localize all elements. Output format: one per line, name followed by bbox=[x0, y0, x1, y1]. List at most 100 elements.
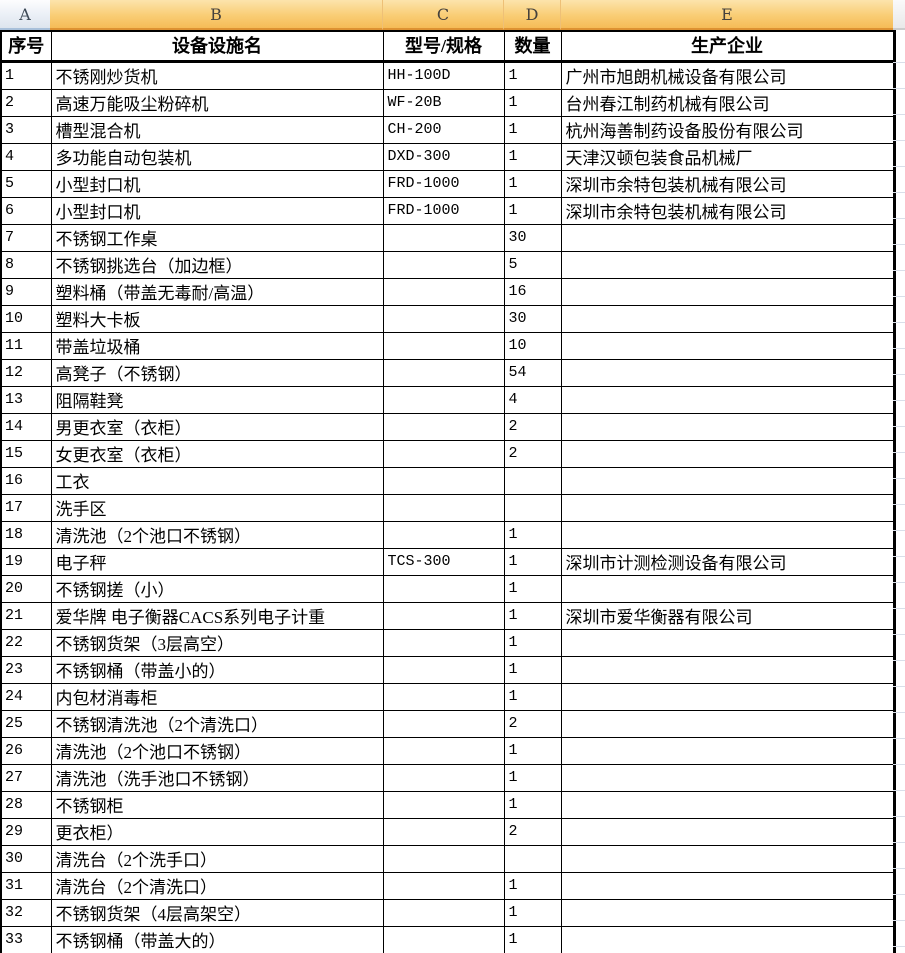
cell-model[interactable]: HH-100D bbox=[382, 61, 505, 90]
cell-model[interactable] bbox=[382, 278, 505, 306]
cell-serial[interactable]: 10 bbox=[0, 305, 52, 333]
cell-name[interactable]: 不锈钢桶（带盖大的） bbox=[50, 926, 384, 953]
cell-name[interactable]: 洗手区 bbox=[50, 494, 384, 522]
cell-model[interactable] bbox=[382, 359, 505, 387]
cell-serial[interactable]: 1 bbox=[0, 61, 52, 90]
cell-qty[interactable] bbox=[503, 494, 562, 522]
cell-name[interactable]: 内包材消毒柜 bbox=[50, 683, 384, 711]
cell-manufacturer[interactable] bbox=[560, 791, 895, 819]
header-cell-name[interactable]: 设备设施名 bbox=[50, 30, 384, 63]
cell-serial[interactable]: 27 bbox=[0, 764, 52, 792]
cell-model[interactable] bbox=[382, 521, 505, 549]
cell-model[interactable] bbox=[382, 413, 505, 441]
cell-qty[interactable]: 1 bbox=[503, 143, 562, 171]
cell-serial[interactable]: 3 bbox=[0, 116, 52, 144]
cell-model[interactable] bbox=[382, 818, 505, 846]
cell-name[interactable]: 不锈钢货架（3层高空） bbox=[50, 629, 384, 657]
cell-qty[interactable]: 1 bbox=[503, 575, 562, 603]
cell-manufacturer[interactable] bbox=[560, 764, 895, 792]
cell-qty[interactable]: 1 bbox=[503, 926, 562, 953]
cell-model[interactable] bbox=[382, 629, 505, 657]
cell-serial[interactable]: 25 bbox=[0, 710, 52, 738]
cell-manufacturer[interactable]: 深圳市余特包装机械有限公司 bbox=[560, 170, 895, 198]
cell-qty[interactable]: 1 bbox=[503, 683, 562, 711]
cell-qty[interactable]: 1 bbox=[503, 872, 562, 900]
cell-name[interactable]: 高速万能吸尘粉碎机 bbox=[50, 89, 384, 117]
cell-manufacturer[interactable]: 台州春江制药机械有限公司 bbox=[560, 89, 895, 117]
cell-serial[interactable]: 20 bbox=[0, 575, 52, 603]
cell-model[interactable]: DXD-300 bbox=[382, 143, 505, 171]
cell-qty[interactable]: 1 bbox=[503, 197, 562, 225]
cell-manufacturer[interactable] bbox=[560, 872, 895, 900]
cell-serial[interactable]: 23 bbox=[0, 656, 52, 684]
cell-serial[interactable]: 32 bbox=[0, 899, 52, 927]
cell-model[interactable] bbox=[382, 710, 505, 738]
cell-name[interactable]: 塑料大卡板 bbox=[50, 305, 384, 333]
cell-serial[interactable]: 30 bbox=[0, 845, 52, 873]
column-header-b[interactable]: B bbox=[50, 0, 382, 30]
cell-qty[interactable]: 1 bbox=[503, 737, 562, 765]
cell-manufacturer[interactable] bbox=[560, 251, 895, 279]
cell-name[interactable]: 女更衣室（衣柜） bbox=[50, 440, 384, 468]
header-cell-manufacturer[interactable]: 生产企业 bbox=[560, 30, 895, 63]
cell-model[interactable] bbox=[382, 764, 505, 792]
cell-manufacturer[interactable]: 深圳市计测检测设备有限公司 bbox=[560, 548, 895, 576]
cell-manufacturer[interactable] bbox=[560, 845, 895, 873]
cell-model[interactable] bbox=[382, 494, 505, 522]
cell-qty[interactable]: 1 bbox=[503, 602, 562, 630]
cell-manufacturer[interactable] bbox=[560, 683, 895, 711]
cell-serial[interactable]: 22 bbox=[0, 629, 52, 657]
cell-serial[interactable]: 29 bbox=[0, 818, 52, 846]
cell-serial[interactable]: 13 bbox=[0, 386, 52, 414]
cell-name[interactable]: 不锈钢搓（小） bbox=[50, 575, 384, 603]
cell-name[interactable]: 带盖垃圾桶 bbox=[50, 332, 384, 360]
cell-model[interactable] bbox=[382, 845, 505, 873]
cell-model[interactable] bbox=[382, 251, 505, 279]
cell-qty[interactable]: 2 bbox=[503, 710, 562, 738]
cell-serial[interactable]: 21 bbox=[0, 602, 52, 630]
cell-model[interactable] bbox=[382, 737, 505, 765]
cell-manufacturer[interactable] bbox=[560, 899, 895, 927]
cell-name[interactable]: 阻隔鞋凳 bbox=[50, 386, 384, 414]
cell-manufacturer[interactable] bbox=[560, 656, 895, 684]
cell-manufacturer[interactable]: 深圳市爱华衡器有限公司 bbox=[560, 602, 895, 630]
cell-qty[interactable]: 1 bbox=[503, 521, 562, 549]
cell-name[interactable]: 槽型混合机 bbox=[50, 116, 384, 144]
header-cell-model[interactable]: 型号/规格 bbox=[382, 30, 505, 63]
cell-qty[interactable]: 1 bbox=[503, 629, 562, 657]
cell-name[interactable]: 不锈钢挑选台（加边框） bbox=[50, 251, 384, 279]
cell-model[interactable] bbox=[382, 602, 505, 630]
cell-name[interactable]: 爱华牌 电子衡器CACS系列电子计重 bbox=[50, 602, 384, 630]
cell-name[interactable]: 多功能自动包装机 bbox=[50, 143, 384, 171]
cell-serial[interactable]: 18 bbox=[0, 521, 52, 549]
cell-manufacturer[interactable] bbox=[560, 467, 895, 495]
cell-model[interactable]: FRD-1000 bbox=[382, 197, 505, 225]
cell-name[interactable]: 清洗池（2个池口不锈钢） bbox=[50, 521, 384, 549]
cell-manufacturer[interactable] bbox=[560, 359, 895, 387]
cell-manufacturer[interactable] bbox=[560, 710, 895, 738]
cell-name[interactable]: 不锈钢工作桌 bbox=[50, 224, 384, 252]
cell-name[interactable]: 清洗池（2个池口不锈钢） bbox=[50, 737, 384, 765]
cell-model[interactable] bbox=[382, 656, 505, 684]
column-header-a[interactable]: A bbox=[0, 0, 50, 30]
cell-serial[interactable]: 4 bbox=[0, 143, 52, 171]
cell-model[interactable]: FRD-1000 bbox=[382, 170, 505, 198]
header-cell-qty[interactable]: 数量 bbox=[503, 30, 562, 63]
cell-serial[interactable]: 24 bbox=[0, 683, 52, 711]
cell-name[interactable]: 塑料桶（带盖无毒耐/高温） bbox=[50, 278, 384, 306]
cell-serial[interactable]: 5 bbox=[0, 170, 52, 198]
cell-qty[interactable]: 4 bbox=[503, 386, 562, 414]
cell-model[interactable] bbox=[382, 440, 505, 468]
column-header-e[interactable]: E bbox=[560, 0, 893, 30]
cell-qty[interactable]: 1 bbox=[503, 791, 562, 819]
cell-manufacturer[interactable] bbox=[560, 413, 895, 441]
cell-name[interactable]: 工衣 bbox=[50, 467, 384, 495]
cell-qty[interactable]: 2 bbox=[503, 818, 562, 846]
cell-manufacturer[interactable] bbox=[560, 737, 895, 765]
cell-qty[interactable]: 1 bbox=[503, 170, 562, 198]
cell-manufacturer[interactable]: 天津汉顿包装食品机械厂 bbox=[560, 143, 895, 171]
cell-qty[interactable]: 2 bbox=[503, 413, 562, 441]
cell-name[interactable]: 小型封口机 bbox=[50, 170, 384, 198]
cell-qty[interactable]: 1 bbox=[503, 764, 562, 792]
cell-name[interactable]: 高凳子（不锈钢） bbox=[50, 359, 384, 387]
